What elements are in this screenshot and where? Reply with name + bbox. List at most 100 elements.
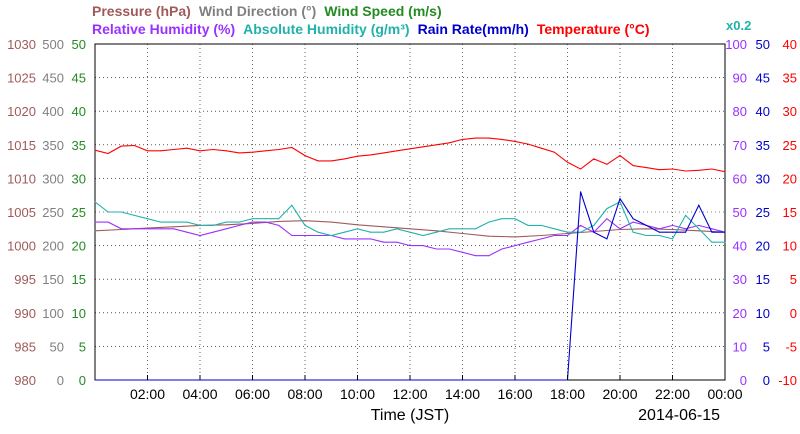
series-point	[685, 214, 687, 216]
series-point	[435, 230, 437, 232]
series-point	[252, 151, 253, 153]
series-point	[724, 241, 726, 243]
series-point	[632, 231, 634, 233]
legend-entry: Absolute Humidity (g/m³)	[243, 21, 409, 37]
series-point	[396, 241, 398, 243]
legend-entry: Wind Speed (m/s)	[324, 3, 441, 19]
series-point	[304, 235, 306, 236]
series-point	[672, 168, 673, 170]
series-point	[107, 221, 109, 223]
series-point	[527, 143, 529, 145]
series-layer	[94, 137, 726, 381]
temperature-tick-label: -5	[785, 339, 797, 354]
series-point	[133, 228, 135, 230]
rain-rate-tick-label: 45	[756, 71, 770, 86]
series-point	[645, 167, 647, 169]
series-point	[606, 238, 608, 240]
series-point	[396, 228, 398, 230]
wind-direction-tick-label: 100	[42, 306, 64, 321]
wind-speed-tick-label: 10	[72, 306, 86, 321]
series-point	[475, 228, 477, 230]
series-point	[540, 238, 542, 240]
x-axis: 02:00 04:00 06:00 08:00 10:00 12:00 14:00 16:00…	[130, 375, 743, 402]
legend-row-1: Pressure (hPa) Wind Direction (°) Wind Spe…	[92, 3, 442, 19]
right-axes: 1009080706050403020100504540353025201510…	[725, 37, 797, 388]
series-point	[343, 231, 345, 233]
wind-speed-tick-label: 15	[72, 272, 86, 287]
series-point	[383, 152, 385, 154]
series-point	[711, 228, 713, 230]
series-point	[317, 235, 319, 236]
series-point	[173, 228, 175, 230]
series-point	[580, 191, 582, 193]
series-point	[672, 224, 673, 226]
series-point	[107, 153, 109, 154]
series-point	[685, 170, 687, 172]
temperature-tick-label: 30	[783, 104, 797, 119]
series-point	[711, 168, 713, 170]
legend-entry: Wind Direction (°)	[199, 3, 316, 19]
x-tick-label: 22:00	[655, 386, 690, 402]
series-point	[383, 226, 385, 228]
series-point	[120, 211, 122, 213]
wind-direction-tick-label: 500	[42, 37, 64, 52]
pressure-tick-label: 1005	[7, 205, 36, 220]
series-point	[199, 150, 201, 152]
legend-entry: Relative Humidity (%)	[92, 21, 235, 37]
x-tick-label: 20:00	[602, 386, 637, 402]
humidity-tick-label: 50	[733, 205, 747, 220]
series-point	[107, 211, 109, 213]
series-point	[553, 235, 555, 236]
rain-rate-tick-label: 25	[756, 205, 770, 220]
x-tick-label: 18:00	[550, 386, 585, 402]
wind-speed-tick-label: 30	[72, 171, 86, 186]
series-point	[291, 204, 293, 206]
humidity-tick-label: 70	[733, 138, 747, 153]
series-point	[225, 221, 227, 223]
grid-lines	[95, 44, 725, 380]
series-point	[238, 152, 240, 154]
series-point	[94, 230, 96, 232]
series-point	[567, 231, 568, 233]
series-point	[278, 220, 280, 222]
series-point	[173, 379, 175, 381]
wind-direction-tick-label: 450	[42, 71, 64, 86]
humidity-tick-label: 0	[740, 373, 747, 388]
series-point	[225, 150, 227, 152]
series-point	[252, 218, 253, 220]
series-point	[606, 163, 608, 165]
rain-rate-tick-label: 40	[756, 104, 770, 119]
series-point	[685, 228, 687, 230]
series-point	[619, 228, 621, 230]
series-point	[698, 204, 700, 206]
series-temperature	[94, 137, 726, 173]
temperature-tick-label: 10	[783, 239, 797, 254]
series-point	[133, 214, 135, 216]
series-point	[160, 221, 162, 223]
series-point	[265, 221, 267, 223]
series-point	[252, 222, 253, 224]
series-point	[593, 158, 595, 160]
temperature-tick-label: 40	[783, 37, 797, 52]
series-point	[488, 379, 490, 381]
series-point	[711, 231, 713, 233]
date-label: 2014-06-15	[638, 407, 720, 424]
series-point	[212, 149, 214, 150]
rain-rate-tick-label: 30	[756, 171, 770, 186]
rain-rate-tick-label: 5	[763, 339, 770, 354]
series-point	[698, 230, 700, 232]
series-point	[383, 379, 385, 381]
pressure-tick-label: 1025	[7, 71, 36, 86]
series-point	[658, 228, 660, 230]
series-point	[658, 231, 660, 233]
wind-direction-tick-label: 50	[50, 339, 64, 354]
series-point	[409, 231, 411, 233]
temperature-tick-label: 0	[790, 306, 797, 321]
series-point	[409, 148, 411, 150]
series-point	[147, 218, 148, 220]
series-point	[632, 221, 634, 223]
series-point	[160, 228, 162, 230]
series-point	[488, 235, 490, 237]
series-point	[685, 231, 687, 233]
series-humidity	[94, 201, 726, 243]
